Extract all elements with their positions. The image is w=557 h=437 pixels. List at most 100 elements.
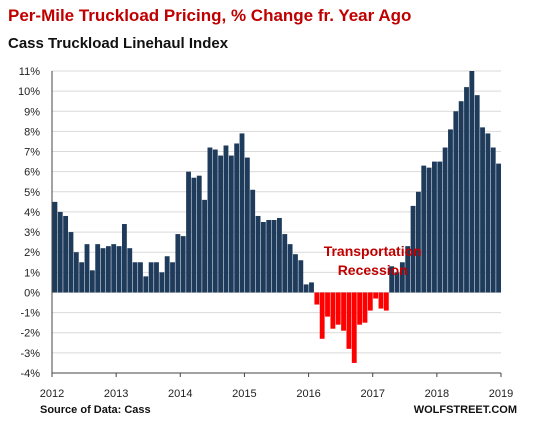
bar <box>485 133 491 293</box>
bar <box>496 163 501 293</box>
y-tick-label: 9% <box>24 106 40 118</box>
y-tick-label: 1% <box>24 267 40 279</box>
bar <box>373 292 379 299</box>
bar <box>399 262 405 293</box>
chart-title: Per-Mile Truckload Pricing, % Change fr.… <box>8 6 412 25</box>
bar <box>138 262 143 293</box>
bar <box>458 101 464 293</box>
bar <box>207 147 213 293</box>
bar <box>111 244 117 293</box>
bar <box>79 262 85 293</box>
bar <box>255 215 261 293</box>
y-tick-label: -4% <box>20 368 40 380</box>
bar <box>426 167 432 293</box>
bar <box>89 270 95 293</box>
bar <box>180 236 186 293</box>
x-tick-label: 2017 <box>360 388 384 400</box>
bar <box>132 262 138 293</box>
bar <box>116 246 122 293</box>
bar <box>394 272 400 293</box>
bar <box>341 292 346 331</box>
bar <box>127 248 133 293</box>
bar <box>95 244 101 293</box>
bar <box>260 222 266 293</box>
bar <box>277 217 282 293</box>
bar <box>191 177 197 293</box>
annotation-label: Transportation <box>324 243 422 259</box>
bar <box>271 219 277 293</box>
y-tick-label: 11% <box>19 66 40 78</box>
bar <box>469 71 475 293</box>
bar <box>63 215 69 293</box>
bar <box>84 244 90 293</box>
bar <box>437 161 443 293</box>
bar <box>303 284 309 293</box>
x-tick-label: 2015 <box>232 388 256 400</box>
bar <box>415 191 421 293</box>
bar <box>357 292 363 325</box>
bar <box>212 149 218 293</box>
annotation-label: Recession <box>338 262 408 278</box>
bar <box>228 155 234 293</box>
y-tick-label: 6% <box>24 167 40 179</box>
bar <box>346 292 352 349</box>
bar <box>453 111 459 293</box>
bar <box>196 175 202 293</box>
bar <box>234 143 240 293</box>
bar <box>52 201 58 293</box>
bar <box>383 292 389 311</box>
bar <box>490 147 496 293</box>
bar <box>351 292 357 363</box>
y-tick-label: 5% <box>24 187 40 199</box>
bar <box>480 127 485 293</box>
bar <box>367 292 373 311</box>
x-tick-label: 2018 <box>425 388 449 400</box>
bar <box>68 232 74 293</box>
bar <box>239 133 245 293</box>
bar <box>293 254 298 293</box>
bar <box>57 211 63 293</box>
x-tick-label: 2016 <box>296 388 320 400</box>
bar <box>170 262 175 293</box>
y-tick-label: 2% <box>24 247 40 259</box>
bar <box>325 292 330 317</box>
bar <box>266 219 272 293</box>
bar <box>378 292 384 309</box>
bar <box>202 199 208 293</box>
bar <box>309 282 314 293</box>
x-tick-label: 2014 <box>168 388 192 400</box>
y-tick-label: 8% <box>24 126 40 138</box>
bar <box>73 252 79 293</box>
y-tick-label: 10% <box>18 86 40 98</box>
bar <box>410 205 416 293</box>
bar <box>218 155 224 293</box>
bar <box>319 292 325 339</box>
source-label: Source of Data: Cass <box>40 404 151 416</box>
y-tick-label: 7% <box>24 147 40 159</box>
bar <box>442 147 448 293</box>
bar <box>143 276 149 293</box>
bar <box>164 256 170 293</box>
bar <box>362 292 368 323</box>
bar <box>421 165 427 293</box>
chart-subtitle: Cass Truckload Linehaul Index <box>8 35 229 52</box>
bar <box>121 224 127 293</box>
bar <box>159 272 165 293</box>
bar <box>148 262 154 293</box>
y-tick-label: 4% <box>24 207 40 219</box>
bar <box>330 292 336 329</box>
x-tick-label: 2012 <box>40 388 64 400</box>
bar <box>287 244 293 293</box>
bar <box>250 189 256 293</box>
y-tick-label: -2% <box>20 328 40 340</box>
bar <box>105 246 111 293</box>
credit-label: WOLFSTREET.COM <box>413 404 517 416</box>
bar <box>405 246 411 293</box>
y-tick-label: -1% <box>20 308 40 320</box>
bar <box>100 248 106 293</box>
x-tick-label: 2013 <box>104 388 128 400</box>
y-tick-label: 0% <box>24 287 40 299</box>
bar <box>335 292 341 325</box>
y-tick-label: -3% <box>20 348 40 360</box>
